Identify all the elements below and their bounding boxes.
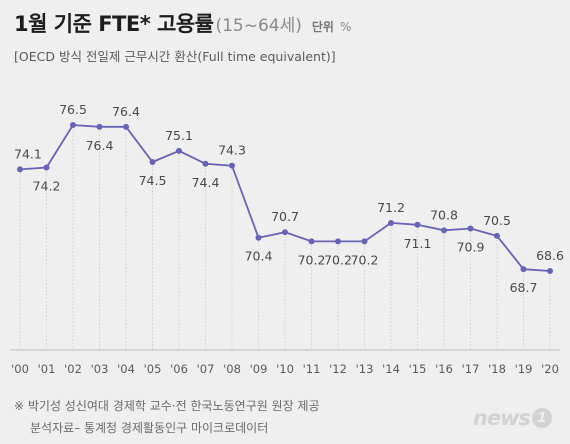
source-data: 분석자료– 통계청 경제활동인구 마이크로데이터 bbox=[30, 421, 269, 435]
x-tick-label: '19 bbox=[515, 362, 533, 376]
data-label: 70.2 bbox=[351, 252, 379, 267]
data-point bbox=[229, 162, 235, 169]
data-label: 70.2 bbox=[298, 252, 326, 267]
data-label: 68.6 bbox=[536, 248, 564, 263]
chart-header: 1월 기준 FTE* 고용률 (15~64세) 단위 % bbox=[14, 8, 351, 38]
data-label: 76.4 bbox=[112, 104, 140, 119]
data-label: 70.8 bbox=[430, 207, 458, 222]
x-tick-label: '10 bbox=[276, 362, 294, 376]
data-point bbox=[414, 221, 421, 228]
x-tick-label: '00 bbox=[11, 362, 29, 376]
x-tick-label: '20 bbox=[541, 362, 559, 376]
x-tick-label: '08 bbox=[223, 362, 241, 376]
x-tick-label: '11 bbox=[303, 362, 321, 376]
unit-label: 단위 bbox=[311, 20, 334, 34]
data-point bbox=[547, 268, 553, 274]
data-point bbox=[70, 122, 76, 128]
data-point bbox=[123, 123, 129, 130]
data-point bbox=[149, 158, 156, 165]
x-tick-label: '18 bbox=[488, 362, 506, 376]
data-point bbox=[17, 166, 23, 173]
x-tick-label: '15 bbox=[409, 362, 427, 376]
x-tick-label: '13 bbox=[356, 362, 374, 376]
data-label: 71.2 bbox=[377, 200, 405, 215]
x-tick-label: '14 bbox=[382, 362, 400, 376]
data-point bbox=[96, 123, 103, 130]
x-tick-label: '03 bbox=[91, 362, 109, 376]
x-tick-label: '06 bbox=[170, 362, 188, 376]
data-label: 74.3 bbox=[218, 143, 246, 158]
data-point bbox=[335, 238, 341, 245]
data-point bbox=[494, 232, 500, 239]
data-point bbox=[361, 238, 368, 245]
data-label: 70.2 bbox=[324, 252, 352, 267]
data-label: 68.7 bbox=[510, 280, 538, 295]
data-point bbox=[520, 266, 527, 273]
data-label: 74.2 bbox=[33, 179, 61, 194]
x-tick-label: '01 bbox=[38, 362, 56, 376]
logo-text: news bbox=[472, 406, 531, 430]
source-note: ※ 박기성 성신여대 경제학 교수·전 한국노동연구원 원장 제공 bbox=[14, 399, 320, 413]
data-point bbox=[255, 234, 262, 241]
data-point bbox=[282, 229, 288, 236]
data-label: 76.4 bbox=[86, 138, 114, 153]
x-tick-label: '02 bbox=[64, 362, 82, 376]
data-label: 74.5 bbox=[139, 173, 167, 188]
data-point bbox=[43, 164, 50, 171]
x-tick-label: '05 bbox=[144, 362, 162, 376]
chart-title: 1월 기준 FTE* 고용률 bbox=[14, 12, 214, 36]
data-point bbox=[308, 238, 315, 245]
data-point bbox=[176, 147, 182, 154]
x-tick-label: '07 bbox=[197, 362, 215, 376]
chart-subtitle: [OECD 방식 전일제 근무시간 환산(Full time equivalen… bbox=[14, 49, 336, 64]
data-label: 71.1 bbox=[404, 236, 432, 251]
x-tick-label: '17 bbox=[462, 362, 480, 376]
data-label: 74.1 bbox=[14, 146, 42, 161]
data-label: 74.4 bbox=[192, 175, 220, 190]
data-label: 70.4 bbox=[245, 249, 273, 264]
x-tick-label: '04 bbox=[117, 362, 135, 376]
unit: % bbox=[339, 20, 352, 34]
data-point bbox=[441, 227, 447, 234]
data-label: 70.9 bbox=[457, 239, 485, 254]
news1-logo: news 1 bbox=[473, 406, 552, 430]
data-label: 75.1 bbox=[165, 128, 193, 143]
data-point bbox=[467, 225, 474, 232]
data-label: 70.7 bbox=[271, 209, 299, 224]
x-tick-label: '09 bbox=[250, 362, 268, 376]
data-label: 70.5 bbox=[483, 213, 511, 228]
x-tick-label: '12 bbox=[329, 362, 347, 376]
data-label: 76.5 bbox=[59, 102, 87, 117]
age-range: (15~64세) bbox=[215, 16, 302, 36]
data-point bbox=[202, 160, 209, 167]
data-point bbox=[388, 219, 394, 226]
x-tick-label: '16 bbox=[435, 362, 453, 376]
logo-badge: 1 bbox=[532, 408, 552, 428]
